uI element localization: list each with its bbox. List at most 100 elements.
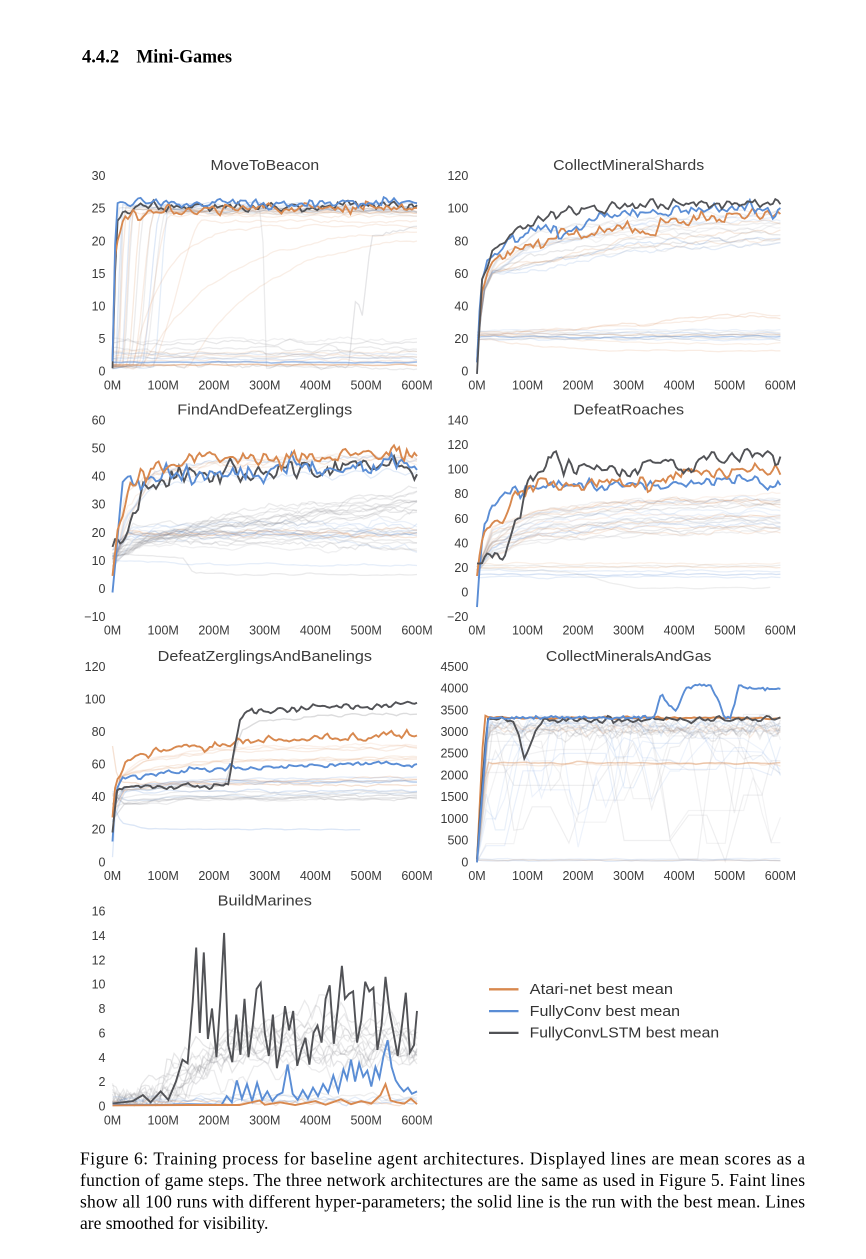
svg-text:30: 30 bbox=[92, 498, 106, 512]
svg-text:0: 0 bbox=[99, 855, 106, 869]
svg-text:50: 50 bbox=[92, 442, 106, 456]
svg-text:400M: 400M bbox=[300, 378, 331, 392]
svg-text:FindAndDefeatZerglings: FindAndDefeatZerglings bbox=[177, 403, 352, 419]
svg-text:0: 0 bbox=[461, 585, 468, 599]
svg-text:200M: 200M bbox=[562, 869, 593, 883]
svg-text:200M: 200M bbox=[198, 378, 229, 392]
svg-text:100M: 100M bbox=[148, 869, 179, 883]
svg-text:Atari-net best mean: Atari-net best mean bbox=[530, 981, 673, 998]
svg-text:0: 0 bbox=[99, 582, 106, 596]
svg-text:3000: 3000 bbox=[440, 725, 468, 739]
svg-text:40: 40 bbox=[454, 299, 468, 313]
svg-text:DefeatZerglingsAndBanelings: DefeatZerglingsAndBanelings bbox=[158, 649, 372, 665]
svg-text:0M: 0M bbox=[104, 1113, 121, 1127]
svg-text:12: 12 bbox=[92, 953, 106, 967]
svg-text:MoveToBeacon: MoveToBeacon bbox=[211, 158, 320, 174]
svg-text:0M: 0M bbox=[104, 624, 121, 638]
svg-text:15: 15 bbox=[92, 267, 106, 281]
svg-text:600M: 600M bbox=[765, 869, 796, 883]
svg-text:500: 500 bbox=[447, 834, 468, 848]
svg-text:FullyConvLSTM best mean: FullyConvLSTM best mean bbox=[530, 1025, 719, 1042]
svg-text:40: 40 bbox=[454, 536, 468, 550]
svg-text:16: 16 bbox=[92, 905, 106, 919]
svg-text:25: 25 bbox=[92, 202, 106, 216]
svg-text:DefeatRoaches: DefeatRoaches bbox=[573, 403, 684, 419]
svg-text:20: 20 bbox=[454, 561, 468, 575]
svg-text:20: 20 bbox=[92, 823, 106, 837]
svg-text:600M: 600M bbox=[401, 378, 432, 392]
svg-text:60: 60 bbox=[92, 414, 106, 428]
svg-text:10: 10 bbox=[92, 299, 106, 313]
svg-text:0M: 0M bbox=[468, 869, 485, 883]
svg-text:0: 0 bbox=[461, 855, 468, 869]
svg-text:300M: 300M bbox=[249, 869, 280, 883]
svg-text:80: 80 bbox=[454, 234, 468, 248]
svg-text:100M: 100M bbox=[148, 1113, 179, 1127]
svg-text:600M: 600M bbox=[401, 1113, 432, 1127]
svg-text:80: 80 bbox=[92, 725, 106, 739]
svg-text:400M: 400M bbox=[664, 869, 695, 883]
svg-text:are smoothed for visibility.: are smoothed for visibility. bbox=[80, 1213, 268, 1233]
svg-text:100: 100 bbox=[85, 693, 106, 707]
svg-text:CollectMineralShards: CollectMineralShards bbox=[553, 158, 704, 174]
svg-text:5: 5 bbox=[99, 332, 106, 346]
svg-text:Figure 6: Training process for: Figure 6: Training process for baseline … bbox=[80, 1148, 805, 1168]
svg-text:60: 60 bbox=[454, 512, 468, 526]
svg-text:500M: 500M bbox=[351, 378, 382, 392]
svg-text:600M: 600M bbox=[401, 869, 432, 883]
svg-text:200M: 200M bbox=[562, 624, 593, 638]
svg-text:30: 30 bbox=[92, 169, 106, 183]
svg-text:80: 80 bbox=[454, 487, 468, 501]
svg-text:600M: 600M bbox=[401, 624, 432, 638]
svg-text:6: 6 bbox=[99, 1027, 106, 1041]
svg-text:FullyConv best mean: FullyConv best mean bbox=[530, 1003, 680, 1020]
svg-text:300M: 300M bbox=[613, 378, 644, 392]
svg-text:10: 10 bbox=[92, 554, 106, 568]
svg-text:200M: 200M bbox=[198, 1113, 229, 1127]
svg-text:500M: 500M bbox=[714, 624, 745, 638]
svg-text:500M: 500M bbox=[714, 378, 745, 392]
svg-text:100M: 100M bbox=[512, 624, 543, 638]
svg-text:2: 2 bbox=[99, 1075, 106, 1089]
svg-text:400M: 400M bbox=[664, 378, 695, 392]
svg-text:3500: 3500 bbox=[440, 703, 468, 717]
svg-text:400M: 400M bbox=[300, 869, 331, 883]
svg-text:CollectMineralsAndGas: CollectMineralsAndGas bbox=[546, 649, 712, 665]
svg-text:120: 120 bbox=[85, 660, 106, 674]
svg-text:60: 60 bbox=[92, 758, 106, 772]
svg-text:120: 120 bbox=[447, 169, 468, 183]
svg-text:300M: 300M bbox=[613, 624, 644, 638]
svg-text:100M: 100M bbox=[148, 378, 179, 392]
svg-text:4500: 4500 bbox=[440, 660, 468, 674]
svg-text:4: 4 bbox=[99, 1051, 106, 1065]
svg-text:40: 40 bbox=[92, 790, 106, 804]
svg-text:1500: 1500 bbox=[440, 790, 468, 804]
svg-text:14: 14 bbox=[92, 929, 106, 943]
svg-text:300M: 300M bbox=[249, 1113, 280, 1127]
svg-text:100M: 100M bbox=[512, 869, 543, 883]
svg-text:−10: −10 bbox=[84, 610, 105, 624]
svg-text:120: 120 bbox=[447, 438, 468, 452]
svg-text:500M: 500M bbox=[714, 869, 745, 883]
svg-text:400M: 400M bbox=[664, 624, 695, 638]
svg-text:500M: 500M bbox=[351, 869, 382, 883]
svg-text:0: 0 bbox=[461, 365, 468, 379]
svg-text:60: 60 bbox=[454, 267, 468, 281]
svg-text:100M: 100M bbox=[148, 624, 179, 638]
svg-text:4000: 4000 bbox=[440, 682, 468, 696]
svg-text:500M: 500M bbox=[351, 1113, 382, 1127]
svg-text:0M: 0M bbox=[104, 869, 121, 883]
svg-text:−20: −20 bbox=[447, 610, 468, 624]
svg-text:0M: 0M bbox=[468, 624, 485, 638]
svg-text:300M: 300M bbox=[613, 869, 644, 883]
svg-text:BuildMarines: BuildMarines bbox=[218, 894, 312, 910]
svg-text:show all 100 runs with differe: show all 100 runs with different hyper-p… bbox=[80, 1191, 805, 1211]
svg-text:500M: 500M bbox=[351, 624, 382, 638]
svg-text:20: 20 bbox=[454, 332, 468, 346]
svg-text:10: 10 bbox=[92, 978, 106, 992]
svg-text:0: 0 bbox=[99, 365, 106, 379]
svg-text:200M: 200M bbox=[198, 624, 229, 638]
svg-text:300M: 300M bbox=[249, 624, 280, 638]
svg-text:40: 40 bbox=[92, 470, 106, 484]
